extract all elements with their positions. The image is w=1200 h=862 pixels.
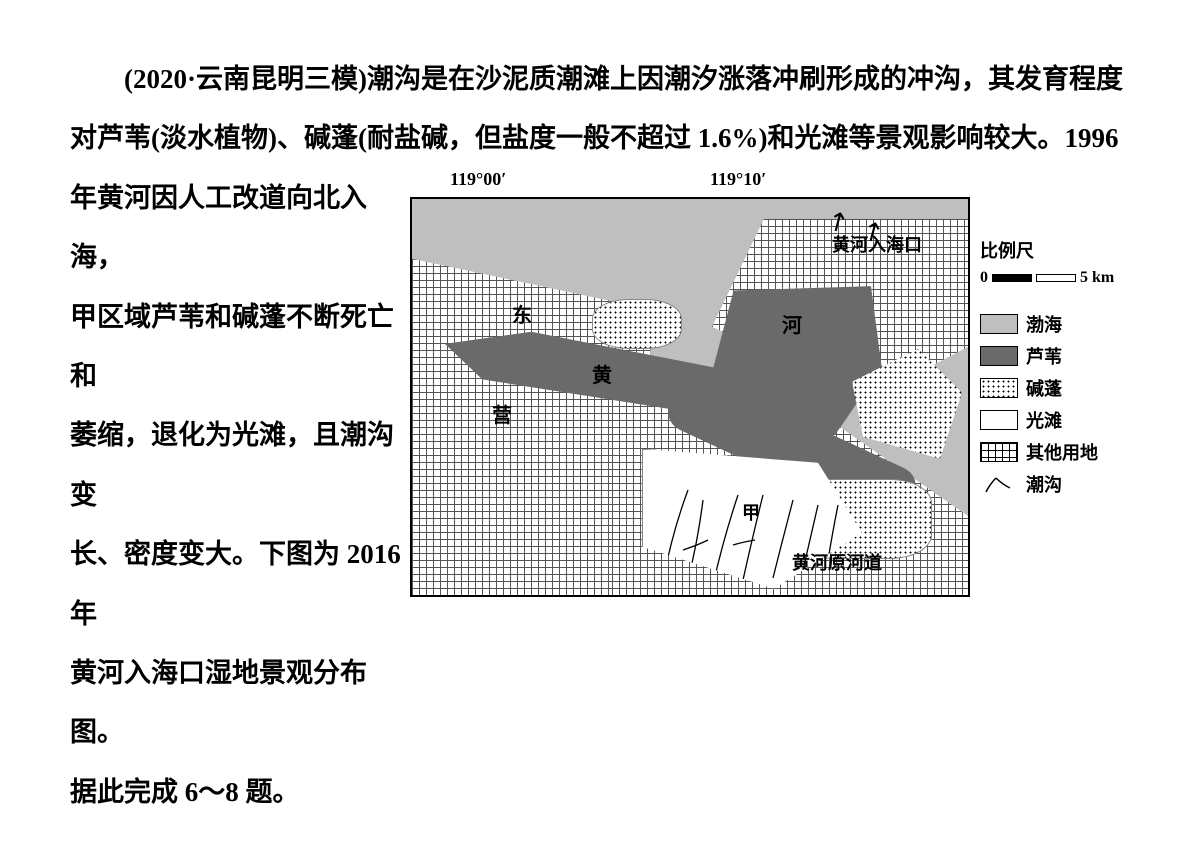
scale-title: 比例尺 (980, 237, 1114, 263)
map-frame: 37°50′ 37°40′ (410, 197, 970, 597)
lon-tick-1: 119°00′ (450, 169, 506, 190)
label-dong: 东 (512, 299, 532, 328)
passage-continuation: 年黄河因人工改道向北入海， 甲区域芦苇和碱蓬不断死亡和 萎缩，退化为光滩，且潮沟… (70, 169, 410, 822)
swatch-reed (980, 346, 1018, 366)
passage-lead: (2020·云南昆明三模)潮沟是在沙泥质潮滩上因潮汐涨落冲刷形成的冲沟，其发育程… (70, 50, 1130, 169)
swatch-other (980, 442, 1018, 462)
swatch-flat (980, 410, 1018, 430)
legend-label: 光滩 (1026, 407, 1062, 433)
cont-line: 甲区域芦苇和碱蓬不断死亡和 (70, 288, 410, 407)
legend-item-creek: 潮沟 (980, 471, 1114, 497)
cont-line: 黄河入海口湿地景观分布图。 (70, 644, 410, 763)
legend-item-reed: 芦苇 (980, 343, 1114, 369)
cont-line: 据此完成 6～8 题。 (70, 763, 410, 822)
legend-label: 渤海 (1026, 311, 1062, 337)
legend-label: 芦苇 (1026, 343, 1062, 369)
label-he: 河 (782, 309, 802, 338)
legend-item-sea: 渤海 (980, 311, 1114, 337)
cont-line: 年黄河因人工改道向北入海， (70, 169, 410, 288)
cont-line: 长、密度变大。下图为 2016 年 (70, 525, 410, 644)
legend-item-flat: 光滩 (980, 407, 1114, 433)
lead-text: (2020·云南昆明三模)潮沟是在沙泥质潮滩上因潮汐涨落冲刷形成的冲沟，其发育程… (70, 64, 1123, 153)
label-jia: 甲 (742, 499, 760, 525)
swatch-creek-icon (980, 474, 1018, 494)
legend: 比例尺 0 5 km 渤海 芦苇 (980, 197, 1114, 503)
scale-end: 5 km (1080, 269, 1114, 287)
map-figure: 119°00′ 119°10′ 37°50′ 37°40′ (410, 169, 1130, 597)
jianpeng-region (592, 299, 682, 349)
scale-seg (992, 274, 1032, 282)
label-old-channel: 黄河原河道 (792, 549, 882, 575)
scale-start: 0 (980, 269, 988, 287)
scale-seg (1036, 274, 1076, 282)
swatch-sea (980, 314, 1018, 334)
legend-item-other: 其他用地 (980, 439, 1114, 465)
label-huang: 黄 (592, 359, 612, 388)
label-ying: 营 (492, 399, 512, 428)
swatch-jianpeng (980, 378, 1018, 398)
legend-label: 碱蓬 (1026, 375, 1062, 401)
label-river-mouth: 黄河入海口 (832, 231, 922, 257)
scale-bar: 0 5 km (980, 269, 1114, 287)
cont-line: 萎缩，退化为光滩，且潮沟变 (70, 406, 410, 525)
legend-label: 潮沟 (1026, 471, 1062, 497)
lon-tick-2: 119°10′ (710, 169, 766, 190)
legend-item-jian: 碱蓬 (980, 375, 1114, 401)
legend-label: 其他用地 (1026, 439, 1098, 465)
